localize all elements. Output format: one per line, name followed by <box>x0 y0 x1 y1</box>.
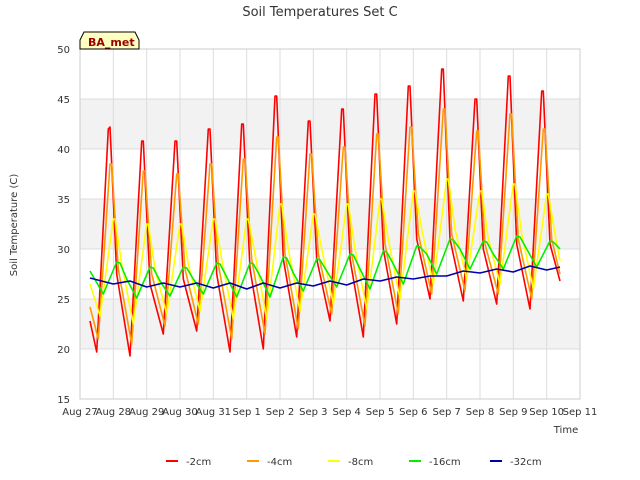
legend-item-8cm: -8cm <box>328 457 373 468</box>
legend-label: -8cm <box>348 457 373 468</box>
y-tick-label: 45 <box>57 95 70 106</box>
legend-item-16cm: -16cm <box>409 457 461 468</box>
x-tick-label: Sep 10 <box>529 407 564 418</box>
plot-area <box>79 48 581 400</box>
series-line-4cm <box>89 108 561 345</box>
x-tick-label: Sep 2 <box>266 407 294 418</box>
legend-label: -4cm <box>267 457 292 468</box>
x-tick-label: Sep 7 <box>432 407 460 418</box>
y-axis-label: Soil Temperature (C) <box>9 174 20 277</box>
y-tick-label: 30 <box>57 245 70 256</box>
background-band-2 <box>80 99 580 149</box>
x-axis-label: Time <box>553 425 578 436</box>
series-line-8cm <box>89 178 561 325</box>
x-tick-label: Aug 29 <box>129 407 164 418</box>
x-tick-label: Aug 31 <box>196 407 231 418</box>
chart-title: Soil Temperatures Set C <box>242 5 397 20</box>
y-tick-label: 50 <box>57 45 70 56</box>
x-tick-label: Sep 4 <box>332 407 360 418</box>
y-tick-label: 25 <box>57 295 70 306</box>
x-tick-label: Aug 30 <box>162 407 197 418</box>
legend-item-2cm: -2cm <box>166 457 211 468</box>
y-tick-label: 40 <box>57 145 70 156</box>
series-lines <box>89 68 561 357</box>
legend-item-32cm: -32cm <box>490 457 542 468</box>
x-tick-label: Aug 27 <box>62 407 97 418</box>
background-band-1 <box>80 199 580 249</box>
x-tick-label: Sep 9 <box>499 407 527 418</box>
y-axis-ticks: 15 20 25 30 35 40 45 50 <box>57 45 70 406</box>
legend-item-4cm: -4cm <box>247 457 292 468</box>
x-tick-label: Aug 28 <box>96 407 131 418</box>
legend-label: -16cm <box>429 457 461 468</box>
x-tick-label: Sep 11 <box>563 407 598 418</box>
y-tick-label: 35 <box>57 195 70 206</box>
y-tick-label: 15 <box>57 395 70 406</box>
x-tick-label: Sep 8 <box>466 407 494 418</box>
x-tick-label: Sep 1 <box>232 407 260 418</box>
x-tick-label: Sep 3 <box>299 407 327 418</box>
series-line-32cm <box>89 265 561 290</box>
legend-label: -32cm <box>510 457 542 468</box>
legend-label: -2cm <box>186 457 211 468</box>
x-tick-label: Sep 5 <box>366 407 394 418</box>
station-badge: BA_met <box>79 31 140 50</box>
series-line-2cm <box>89 68 561 357</box>
legend: -2cm -4cm -8cm -16cm -32cm <box>166 457 542 468</box>
x-tick-label: Sep 6 <box>399 407 427 418</box>
station-badge-label: BA_met <box>88 36 135 49</box>
y-tick-label: 20 <box>57 345 70 356</box>
